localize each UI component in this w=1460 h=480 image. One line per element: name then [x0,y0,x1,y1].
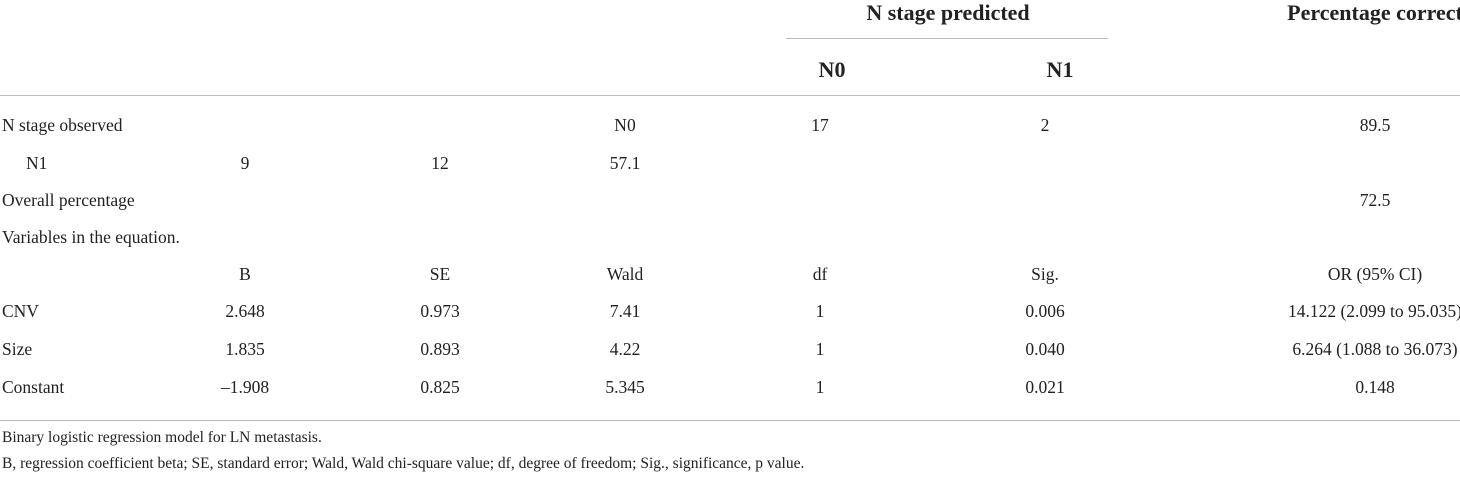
cell: SE [429,264,451,284]
cell: 0.040 [1025,339,1065,359]
footnote: Binary logistic regression model for LN … [2,429,322,446]
row-label: Overall percentage [2,190,135,210]
row-label: N stage observed [2,115,123,135]
cell: N0 [614,115,636,135]
cell: 5.345 [605,377,645,397]
column-header: Percentage correct [1287,0,1460,25]
cell: –1.908 [220,377,270,397]
cell: 1.835 [225,339,265,359]
cell: 9 [240,153,250,173]
cell: 0.006 [1025,301,1065,321]
cell: 0.893 [420,339,460,359]
cell: Sig. [1031,264,1059,284]
cell: 2.648 [225,301,265,321]
cell: 72.5 [1359,190,1391,210]
cell: 4.22 [609,339,641,359]
cell: 2 [1040,115,1050,135]
cell: 57.1 [609,153,641,173]
group-rule [786,38,1108,39]
cell: 0.825 [420,377,460,397]
footnote: B, regression coefficient beta; SE, stan… [2,455,805,472]
cell: 12 [431,153,449,173]
cell: 14.122 (2.099 to 95.035) [1287,301,1460,321]
row-label: Variables in the equation. [2,227,180,247]
cell: 0.973 [420,301,460,321]
column-header: N0 [818,57,846,82]
cell: 1 [815,339,825,359]
cell: 0.148 [1355,377,1395,397]
header-rule [0,95,1460,96]
row-label: CNV [2,301,39,321]
cell: B [239,264,251,284]
column-header: N1 [1046,57,1074,82]
row-label: N1 [26,153,48,173]
cell: 89.5 [1359,115,1391,135]
group-header: N stage predicted [866,0,1030,25]
bottom-rule [0,420,1460,421]
cell: df [812,264,828,284]
cell: 6.264 (1.088 to 36.073) [1292,339,1458,359]
cell: Wald [606,264,644,284]
row-label: Constant [2,377,65,397]
cell: 0.021 [1025,377,1065,397]
cell: 1 [815,377,825,397]
cell: 17 [811,115,829,135]
row-label: Size [2,339,33,359]
cell: 1 [815,301,825,321]
cell: OR (95% CI) [1327,264,1423,284]
cell: 7.41 [609,301,641,321]
